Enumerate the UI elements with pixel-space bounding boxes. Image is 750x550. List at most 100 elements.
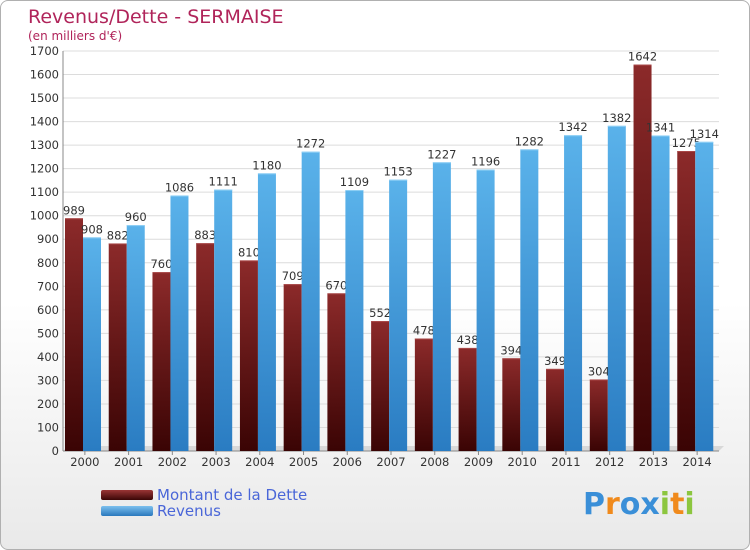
bar-revenus (389, 179, 408, 452)
y-tick-label: 300 (37, 373, 59, 387)
x-tick-label: 2014 (682, 455, 711, 469)
x-tick-label: 2004 (245, 455, 274, 469)
bar-top (126, 225, 145, 227)
bar-top (196, 243, 215, 245)
bar-dette (502, 358, 521, 451)
bar-top (589, 379, 608, 381)
bar-top (283, 284, 302, 286)
y-tick-label: 1700 (30, 44, 59, 58)
bar-dette (283, 284, 302, 451)
bar-dette (589, 379, 608, 451)
data-label-revenus: 908 (81, 222, 103, 236)
bar-top (458, 347, 477, 349)
bar-revenus (214, 189, 233, 451)
data-label-dette: 394 (500, 343, 522, 357)
bar-top (546, 368, 565, 370)
y-tick-label: 1200 (30, 162, 59, 176)
data-label-dette: 1642 (628, 50, 657, 64)
y-tick-label: 800 (37, 256, 59, 270)
data-label-dette: 883 (194, 228, 216, 242)
data-label-dette: 349 (544, 354, 566, 368)
bar-top (327, 293, 346, 295)
bar-top (152, 272, 171, 274)
data-label-revenus: 1314 (690, 127, 719, 141)
bar-top (214, 189, 233, 191)
bar-top (239, 260, 258, 262)
bar-dette (239, 260, 258, 451)
chart-subtitle: (en milliers d'€) (28, 29, 123, 43)
legend-item-dette: Montant de la Dette (101, 487, 307, 503)
bar-top (677, 151, 696, 152)
bar-dette (414, 338, 433, 451)
x-tick-label: 2010 (508, 455, 537, 469)
bar-revenus (651, 135, 670, 451)
bar-revenus (170, 195, 189, 451)
bar-revenus (432, 162, 451, 451)
y-tick-label: 600 (37, 303, 59, 317)
data-label-dette: 760 (150, 257, 172, 271)
data-label-dette: 552 (369, 306, 391, 320)
bar-top (520, 149, 539, 151)
x-tick-label: 2011 (551, 455, 580, 469)
data-label-dette: 989 (63, 203, 85, 217)
x-tick-label: 2008 (420, 455, 449, 469)
data-label-revenus: 1086 (165, 180, 194, 194)
data-label-dette: 438 (457, 333, 479, 347)
bar-top (607, 125, 626, 127)
legend-swatch-dette (101, 490, 153, 500)
data-label-revenus: 1342 (558, 120, 587, 134)
bar-revenus (476, 169, 495, 451)
data-label-dette: 709 (282, 269, 304, 283)
bar-top (371, 321, 390, 323)
data-label-revenus: 1111 (209, 175, 238, 189)
bar-top (389, 179, 408, 181)
logo-letter: t (670, 487, 685, 522)
logo-letter: P (583, 487, 605, 522)
x-tick-label: 2003 (201, 455, 230, 469)
bar-top (432, 162, 451, 164)
bar-top (633, 64, 652, 66)
legend-label-revenus: Revenus (157, 502, 221, 520)
data-label-revenus: 1153 (383, 165, 412, 179)
data-label-dette: 1275 (672, 136, 701, 150)
x-tick-label: 2005 (289, 455, 318, 469)
bar-dette (458, 347, 477, 451)
bar-dette (108, 243, 127, 451)
bar-revenus (520, 149, 539, 451)
y-tick-label: 100 (37, 420, 59, 434)
bar-revenus (257, 173, 276, 451)
bar-top (108, 243, 127, 245)
bar-dette (371, 321, 390, 451)
data-label-dette: 304 (588, 364, 610, 378)
x-tick-label: 2001 (114, 455, 143, 469)
y-tick-label: 1600 (30, 68, 59, 82)
y-tick-label: 500 (37, 326, 59, 340)
x-tick-label: 2006 (333, 455, 362, 469)
bar-top (170, 195, 189, 197)
bar-dette (65, 218, 83, 451)
bar-dette (327, 293, 346, 451)
legend-swatch-revenus (101, 506, 153, 516)
data-label-revenus: 1282 (515, 134, 544, 148)
data-label-revenus: 1180 (252, 158, 281, 172)
bar-top (257, 173, 276, 175)
data-label-dette: 478 (413, 324, 435, 338)
bar-revenus (607, 125, 626, 451)
logo-letter: o (619, 487, 641, 522)
legend-item-revenus: Revenus (101, 503, 307, 519)
bar-revenus (126, 225, 145, 451)
data-label-dette: 882 (107, 228, 129, 242)
data-label-dette: 670 (325, 278, 347, 292)
data-label-revenus: 960 (125, 210, 147, 224)
legend-label-dette: Montant de la Dette (157, 486, 308, 504)
bar-dette (196, 243, 215, 451)
logo-letter: i (684, 487, 695, 522)
y-tick-label: 1400 (30, 115, 59, 129)
bar-revenus (564, 135, 583, 451)
bar-dette (677, 151, 696, 451)
bar-top (651, 135, 670, 137)
y-tick-label: 1100 (30, 185, 59, 199)
data-label-revenus: 1196 (471, 155, 500, 169)
